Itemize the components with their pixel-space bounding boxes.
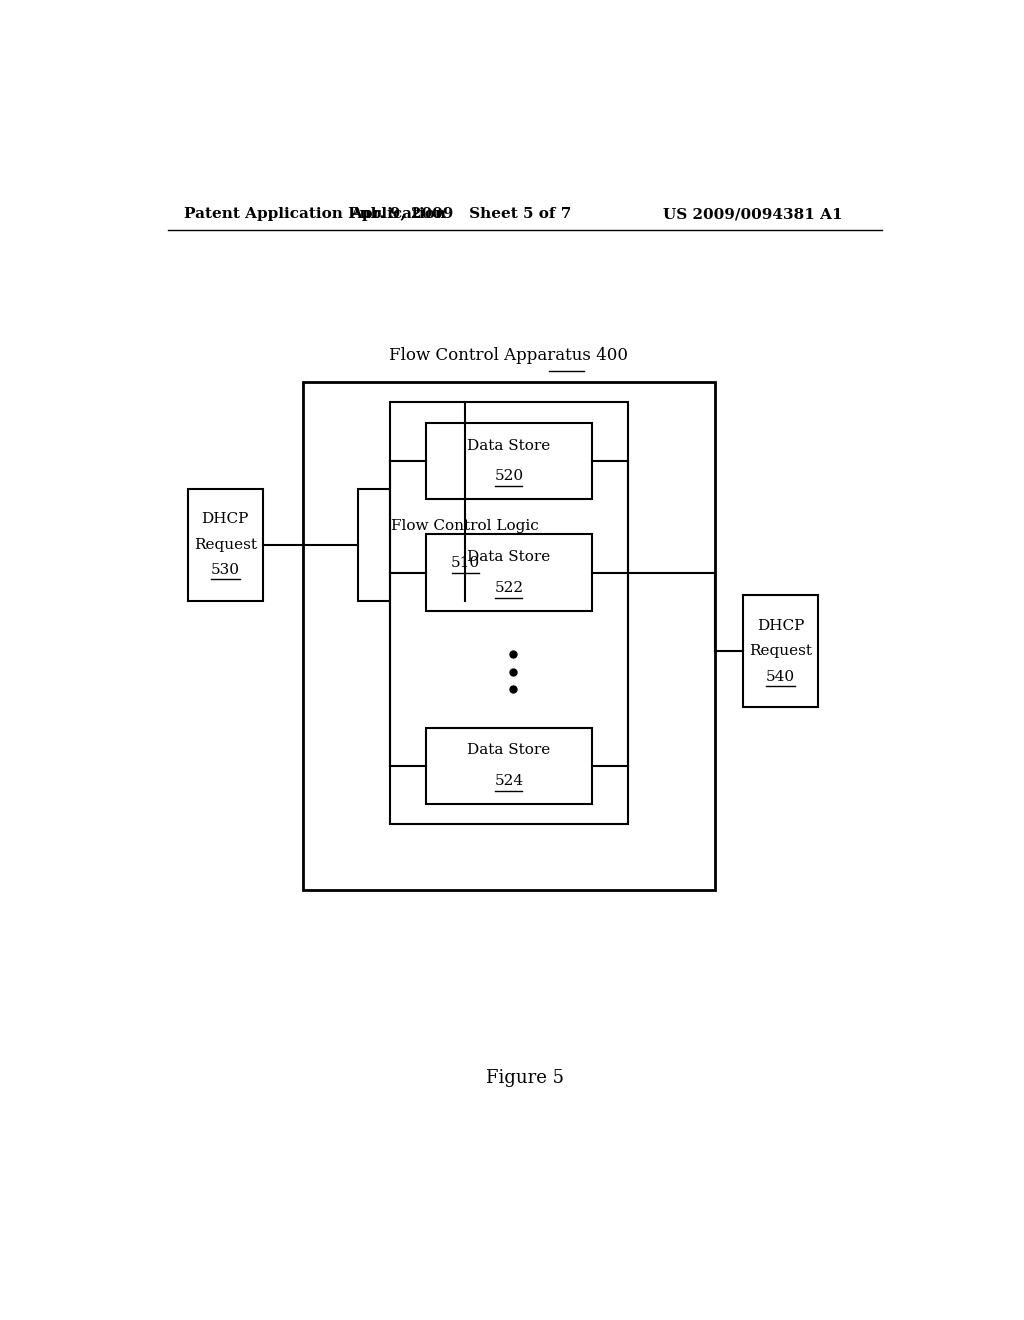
Text: 540: 540 bbox=[766, 669, 796, 684]
Text: 530: 530 bbox=[211, 564, 240, 577]
Text: 510: 510 bbox=[451, 556, 480, 570]
Bar bbox=[743, 595, 818, 708]
Text: 522: 522 bbox=[495, 581, 523, 595]
Text: 524: 524 bbox=[495, 774, 523, 788]
Bar bbox=[358, 488, 572, 601]
Text: Patent Application Publication: Patent Application Publication bbox=[183, 207, 445, 222]
Text: Request: Request bbox=[750, 644, 812, 659]
Text: 520: 520 bbox=[495, 469, 523, 483]
Bar bbox=[187, 488, 263, 601]
Text: Flow Control Apparatus 400: Flow Control Apparatus 400 bbox=[389, 347, 629, 364]
Text: Flow Control Logic: Flow Control Logic bbox=[391, 519, 540, 533]
Text: Apr. 9, 2009   Sheet 5 of 7: Apr. 9, 2009 Sheet 5 of 7 bbox=[350, 207, 572, 222]
Bar bbox=[390, 403, 628, 824]
Bar bbox=[303, 381, 715, 890]
Text: Figure 5: Figure 5 bbox=[485, 1069, 564, 1088]
Text: Data Store: Data Store bbox=[467, 743, 551, 758]
Bar bbox=[426, 727, 592, 804]
Text: DHCP: DHCP bbox=[202, 512, 249, 527]
Text: Data Store: Data Store bbox=[467, 550, 551, 565]
Text: Data Store: Data Store bbox=[467, 438, 551, 453]
Text: Request: Request bbox=[194, 537, 257, 552]
Text: DHCP: DHCP bbox=[757, 619, 805, 634]
Bar bbox=[426, 422, 592, 499]
Bar bbox=[426, 535, 592, 611]
Text: US 2009/0094381 A1: US 2009/0094381 A1 bbox=[663, 207, 842, 222]
